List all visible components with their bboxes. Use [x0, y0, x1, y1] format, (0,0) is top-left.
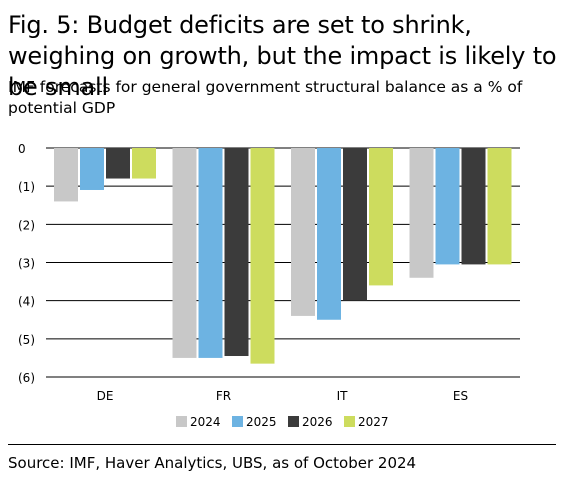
- y-tick-label: (4): [18, 295, 35, 309]
- legend-label: 2027: [358, 415, 389, 429]
- legend-label: 2024: [190, 415, 221, 429]
- bars: [54, 148, 512, 364]
- source-divider: [8, 444, 556, 445]
- x-tick-label: ES: [453, 389, 468, 403]
- y-tick-label: (2): [18, 218, 35, 232]
- x-tick-label: IT: [337, 389, 349, 403]
- legend-label: 2025: [246, 415, 277, 429]
- bar: [317, 148, 341, 320]
- bar: [198, 148, 223, 358]
- legend-label: 2026: [302, 415, 333, 429]
- bar: [435, 148, 460, 265]
- bar: [80, 148, 104, 190]
- legend-swatch: [288, 416, 299, 427]
- legend-swatch: [232, 416, 243, 427]
- y-tick-label: 0: [18, 142, 26, 156]
- bar: [132, 148, 156, 179]
- bar: [106, 148, 130, 179]
- bar: [461, 148, 486, 265]
- y-tick-label: (3): [18, 257, 35, 271]
- bar-chart: 0(1)(2)(3)(4)(5)(6) DE FR IT ES 2024 2025 202…: [18, 142, 520, 429]
- y-tick-label: (5): [18, 333, 35, 347]
- bar: [250, 148, 275, 364]
- bar: [172, 148, 197, 358]
- x-tick-label: DE: [97, 389, 114, 403]
- y-tick-label: (1): [18, 180, 35, 194]
- bar: [54, 148, 78, 202]
- x-tick-label: FR: [216, 389, 231, 403]
- bar: [224, 148, 249, 357]
- bar: [291, 148, 315, 316]
- legend: 2024 2025 2026 2027: [176, 415, 389, 429]
- legend-swatch: [344, 416, 355, 427]
- legend-swatch: [176, 416, 187, 427]
- bar: [343, 148, 367, 301]
- source-note: Source: IMF, Haver Analytics, UBS, as of…: [8, 454, 417, 472]
- bar: [369, 148, 393, 286]
- chart-title: Fig. 5: Budget deficits are set to shrin…: [8, 11, 557, 101]
- y-tick-label: (6): [18, 371, 35, 385]
- y-axis-tick-labels: 0 (1) (2) (3) (4) (5) (6): [18, 142, 35, 385]
- x-axis-tick-labels: DE FR IT ES: [97, 389, 469, 403]
- bar: [409, 148, 434, 278]
- chart-subtitle: IMF forecasts for general government str…: [8, 78, 523, 117]
- bar: [487, 148, 512, 265]
